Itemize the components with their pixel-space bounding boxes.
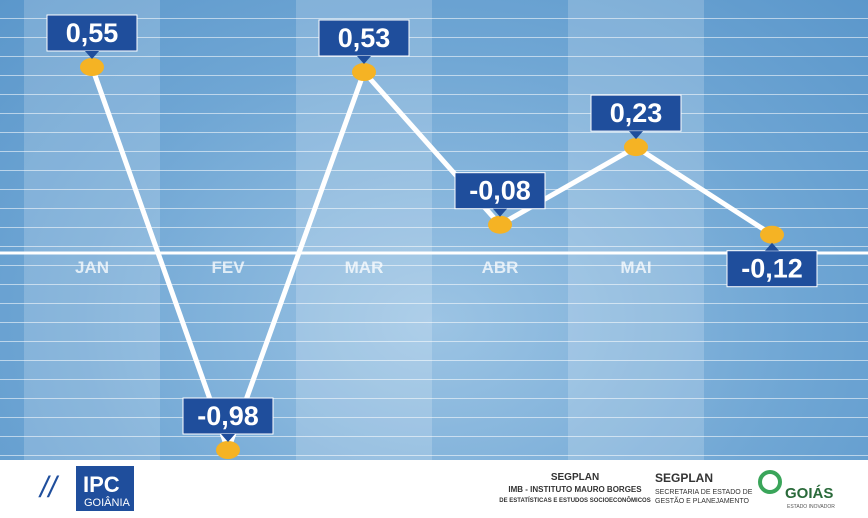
line bbox=[89, 66, 774, 458]
goias-sub: ESTADO INOVADOR bbox=[787, 504, 835, 510]
goias-logo bbox=[758, 470, 782, 494]
x-tick-label: ABR bbox=[482, 258, 519, 277]
value-label: 0,23 bbox=[610, 98, 663, 128]
label-pointer bbox=[629, 131, 643, 140]
x-tick-label: MAR bbox=[345, 258, 384, 277]
value-label-box bbox=[318, 19, 410, 57]
value-label: -0,08 bbox=[469, 176, 531, 206]
secretaria: SECRETARIA DE ESTADO DE bbox=[655, 489, 753, 496]
value-label: 0,53 bbox=[338, 23, 391, 53]
label-pointer bbox=[357, 56, 371, 65]
marker bbox=[760, 225, 784, 244]
background bbox=[0, 0, 868, 460]
value-label-box bbox=[454, 172, 546, 210]
imb-sub: DE ESTATÍSTICAS E ESTUDOS SOCIOECONÔMICO… bbox=[499, 496, 650, 504]
x-tick-label: JAN bbox=[75, 258, 109, 277]
ipc: IPC bbox=[83, 472, 120, 497]
value-label: 0,55 bbox=[66, 18, 119, 48]
segplan: SEGPLAN bbox=[655, 471, 713, 485]
goias: GOIÁS bbox=[785, 485, 833, 502]
ipc-city: GOIÂNIA bbox=[84, 496, 131, 509]
label-pointer bbox=[765, 242, 779, 251]
secretaria: GESTÃO E PLANEJAMENTO bbox=[655, 496, 750, 505]
x-tick-label: MAI bbox=[620, 258, 651, 277]
value-label: -0,98 bbox=[197, 401, 259, 431]
marker bbox=[216, 441, 240, 459]
label-pointer bbox=[221, 434, 235, 442]
ipc-box bbox=[76, 466, 134, 511]
value-label: -0,12 bbox=[741, 254, 803, 284]
value-label-box bbox=[182, 397, 274, 435]
x-tick-label: FEV bbox=[211, 258, 245, 277]
segplan: SEGPLAN bbox=[551, 472, 599, 483]
column-band bbox=[24, 0, 160, 460]
marker bbox=[80, 58, 104, 76]
label-pointer bbox=[493, 208, 507, 217]
column-band bbox=[568, 0, 704, 460]
marker bbox=[488, 215, 512, 234]
value-label-box bbox=[590, 94, 682, 132]
imb: IMB - INSTITUTO MAURO BORGES bbox=[508, 485, 642, 494]
value-label-box bbox=[46, 14, 138, 52]
marker bbox=[352, 63, 376, 82]
footer: // IPC GOIÂNIA SEGPLAN IMB - INSTITUTO M… bbox=[0, 460, 868, 518]
marker bbox=[624, 138, 648, 157]
ipc-mark: // bbox=[38, 471, 59, 504]
label-pointer bbox=[85, 51, 99, 59]
footer-bg bbox=[0, 460, 868, 518]
